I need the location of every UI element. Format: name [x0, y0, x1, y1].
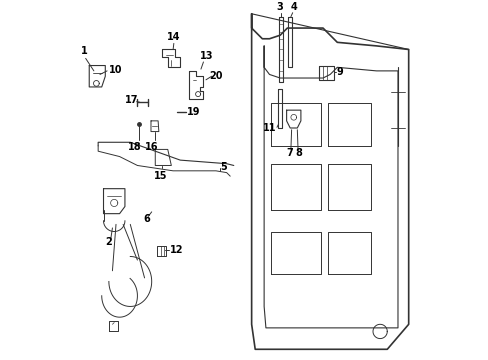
Text: 17: 17 — [125, 95, 139, 105]
Text: 12: 12 — [169, 245, 183, 255]
Text: 3: 3 — [276, 2, 283, 12]
Text: 7: 7 — [286, 148, 293, 158]
Text: 9: 9 — [336, 67, 343, 77]
Text: 6: 6 — [142, 214, 149, 224]
Text: 20: 20 — [209, 71, 222, 81]
Text: 5: 5 — [220, 162, 226, 172]
Text: 14: 14 — [167, 32, 180, 42]
Text: 1: 1 — [81, 46, 87, 56]
Text: 2: 2 — [104, 237, 111, 247]
Text: 16: 16 — [144, 142, 158, 152]
Text: 4: 4 — [290, 2, 297, 12]
Text: 19: 19 — [187, 107, 201, 117]
Text: 8: 8 — [295, 148, 302, 158]
Text: 10: 10 — [109, 65, 122, 75]
Text: 11: 11 — [263, 123, 276, 133]
Text: 15: 15 — [154, 171, 167, 181]
Text: 13: 13 — [200, 51, 213, 61]
Text: 18: 18 — [127, 142, 141, 152]
